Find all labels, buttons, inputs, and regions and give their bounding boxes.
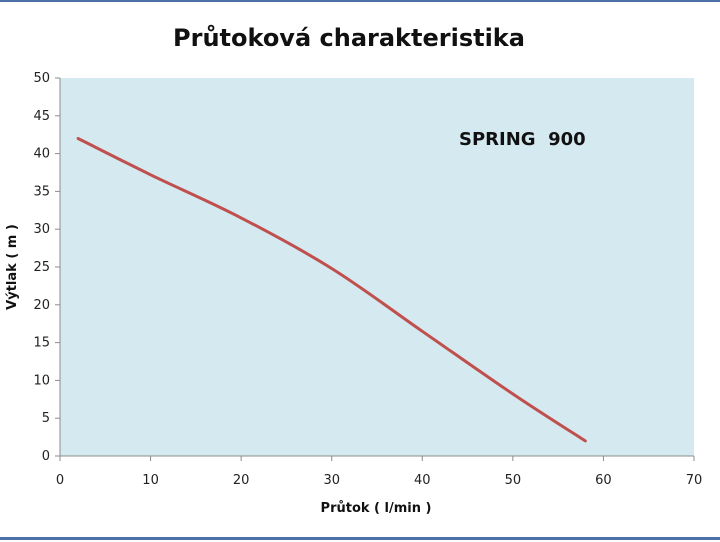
chart-title: Průtoková charakteristika <box>173 24 525 52</box>
x-tick-label: 10 <box>142 473 159 488</box>
y-axis-label: Výtlak ( m ) <box>5 224 20 310</box>
series-annotation: SPRING 900 <box>459 129 586 150</box>
x-tick-label: 60 <box>595 473 612 488</box>
y-tick-label: 0 <box>42 449 50 464</box>
series-line <box>76 137 587 443</box>
x-tick-label: 70 <box>686 473 703 488</box>
y-tick-label: 20 <box>33 298 50 313</box>
y-tick-label: 35 <box>33 184 50 199</box>
x-axis: 0 10 20 30 40 50 60 70 <box>56 456 702 488</box>
y-tick-label: 30 <box>33 222 50 237</box>
plot-area <box>60 78 694 456</box>
y-tick-label: 40 <box>33 147 50 162</box>
x-tick-label: 20 <box>233 473 250 488</box>
series-group <box>76 137 587 443</box>
y-tick-label: 45 <box>33 109 50 124</box>
y-tick-label: 10 <box>33 373 50 388</box>
x-axis-label: Průtok ( l/min ) <box>321 501 432 516</box>
x-tick-label: 30 <box>323 473 340 488</box>
y-tick-label: 25 <box>33 260 50 275</box>
y-tick-label: 50 <box>33 71 50 86</box>
x-tick-label: 40 <box>414 473 431 488</box>
x-tick-label: 50 <box>505 473 522 488</box>
y-tick-label: 5 <box>42 411 50 426</box>
x-tick-label: 0 <box>56 473 64 488</box>
y-axis: 0 5 10 15 20 25 30 35 40 45 50 <box>33 71 60 464</box>
y-tick-label: 15 <box>33 336 50 351</box>
